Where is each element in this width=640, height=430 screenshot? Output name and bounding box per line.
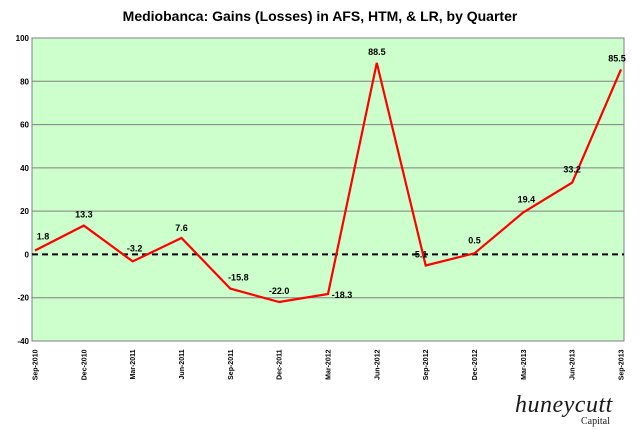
y-tick-label: 0 (25, 250, 30, 259)
y-tick-label: 20 (20, 207, 29, 216)
huneycutt-capital-logo: huneycutt Capital (515, 392, 635, 428)
y-axis-ticks: -40 -20 0 20 40 60 80 100 (16, 34, 30, 346)
series-line (34, 62, 623, 304)
data-label: -18.3 (332, 290, 353, 300)
y-tick-label: 80 (20, 77, 29, 86)
data-label: 19.4 (518, 194, 536, 204)
x-tick-label: Sep-2013 (619, 349, 626, 380)
y-tick-label: 40 (20, 164, 29, 173)
data-label: 7.6 (175, 223, 188, 233)
plot-area (31, 37, 625, 342)
y-tick-label: 60 (20, 121, 29, 130)
gridlines (32, 80, 624, 299)
x-tick-label: Dec-2012 (472, 349, 479, 380)
x-axis-ticks: Sep-2010 Dec-2010 Mar-2011 Jun-2011 Sep-2011… (33, 349, 626, 380)
x-tick-label: Sep-2012 (423, 349, 430, 380)
x-tick-label: Dec-2011 (277, 349, 284, 379)
data-label: -15.8 (228, 273, 249, 283)
data-label: 88.5 (368, 47, 386, 57)
x-tick-label: Dec-2010 (81, 349, 88, 380)
y-tick-label: -20 (17, 294, 29, 303)
x-tick-label: Mar-2013 (521, 349, 528, 379)
data-label: -22.0 (269, 286, 290, 296)
x-tick-label: Mar-2012 (326, 349, 333, 379)
data-label: 1.8 (37, 232, 50, 242)
y-tick-label: 100 (16, 34, 30, 43)
data-label: 0.5 (468, 235, 481, 245)
x-tick-label: Sep-2010 (33, 349, 40, 380)
logo-wordmark: huneycutt (515, 392, 613, 418)
data-label: -3.2 (127, 243, 143, 253)
x-tick-label: Jun-2011 (179, 349, 186, 379)
y-tick-label: -40 (17, 337, 29, 346)
data-label: 85.5 (608, 53, 626, 63)
x-tick-label: Mar-2011 (130, 349, 137, 379)
x-tick-label: Jun-2012 (374, 349, 381, 379)
data-label: 13.3 (75, 210, 93, 220)
x-tick-label: Jun-2013 (570, 349, 577, 379)
data-labels: 1.8 13.3 -3.2 7.6 -15.8 -22.0 -18.3 88.5 -5.1 0.5… (37, 47, 626, 300)
chart-title: Mediobanca: Gains (Losses) in AFS, HTM, … (122, 8, 518, 24)
data-label: 33.2 (563, 165, 581, 175)
logo-subtitle: Capital (581, 416, 610, 427)
x-tick-label: Sep-2011 (228, 349, 235, 379)
data-label: -5.1 (412, 249, 428, 259)
